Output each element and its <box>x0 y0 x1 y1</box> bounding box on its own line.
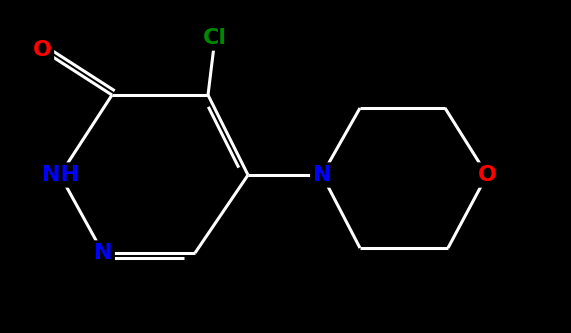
Text: N: N <box>94 243 112 263</box>
Text: Cl: Cl <box>203 28 227 48</box>
Text: N: N <box>313 165 331 185</box>
Text: O: O <box>477 165 497 185</box>
Text: O: O <box>33 40 51 60</box>
Text: NH: NH <box>42 165 78 185</box>
